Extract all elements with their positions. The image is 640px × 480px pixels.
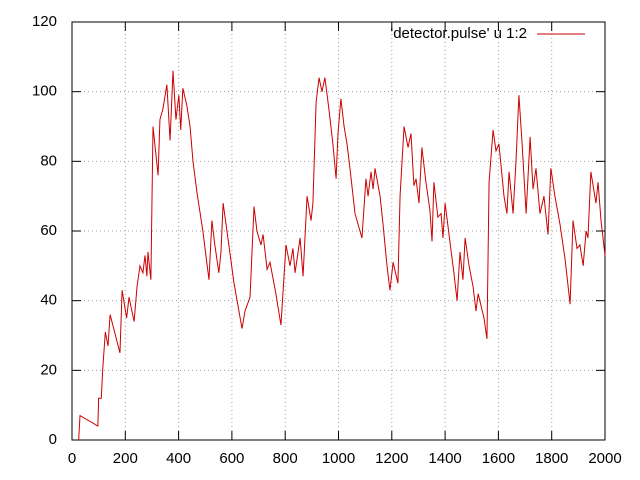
x-tick-label: 800	[273, 450, 298, 467]
y-tick-label: 80	[40, 152, 57, 169]
x-tick-label: 400	[166, 450, 191, 467]
x-tick-label: 0	[68, 450, 76, 467]
x-tick-label: 1000	[322, 450, 355, 467]
x-tick-label: 600	[219, 450, 244, 467]
x-tick-label: 2000	[588, 450, 621, 467]
x-tick-label: 1600	[482, 450, 515, 467]
y-tick-label: 100	[32, 83, 57, 100]
x-tick-label: 1800	[535, 450, 568, 467]
x-tick-label: 1200	[375, 450, 408, 467]
legend-label: 'detector.pulse' u 1:2	[390, 25, 527, 42]
plot-border	[71, 21, 606, 441]
y-tick-label: 20	[40, 361, 57, 378]
x-tick-label: 200	[113, 450, 138, 467]
y-tick-label: 120	[32, 13, 57, 30]
y-tick-label: 60	[40, 222, 57, 239]
y-tick-label: 40	[40, 292, 57, 309]
data-line	[78, 70, 606, 441]
y-tick-label: 0	[49, 431, 57, 448]
x-tick-label: 1400	[428, 450, 461, 467]
